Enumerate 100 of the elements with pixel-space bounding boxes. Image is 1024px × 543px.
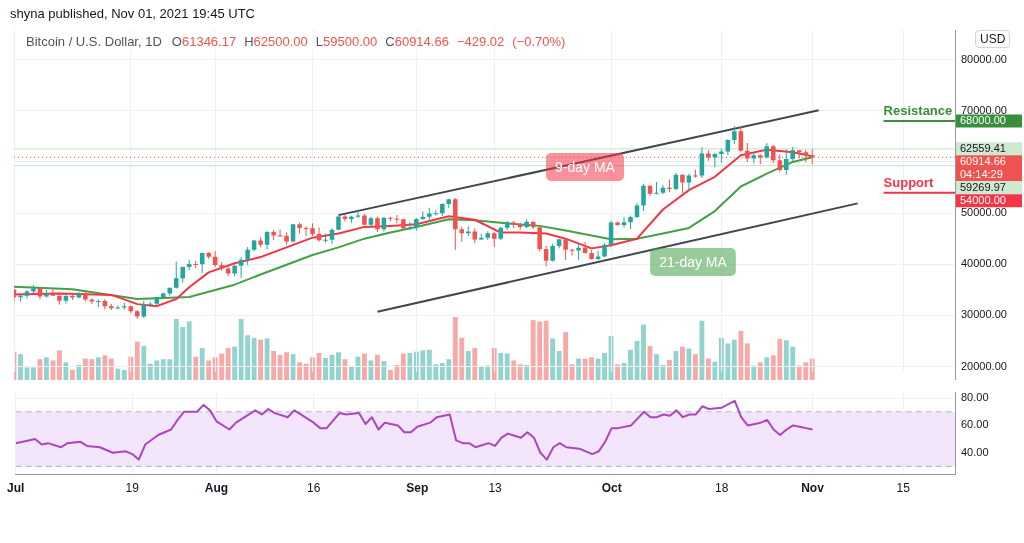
bar — [108, 358, 114, 380]
bar — [641, 324, 646, 380]
bar — [336, 352, 341, 380]
x-tick-label: Aug — [204, 481, 229, 496]
candlestick — [738, 125, 744, 153]
bar — [381, 361, 387, 380]
bar — [751, 365, 757, 380]
bar — [615, 364, 620, 380]
bar — [95, 357, 101, 380]
bar — [232, 346, 238, 380]
bar — [563, 332, 569, 380]
bar — [134, 341, 140, 380]
bar — [76, 364, 82, 380]
text: O61346.17 H62500.00 L59500.00 C60914.66 −429.02 (−0.70%) — [171, 34, 566, 49]
bar — [297, 362, 302, 380]
bar — [511, 360, 517, 380]
x-tick-label: 13 — [488, 481, 503, 496]
bar — [121, 369, 127, 380]
candlestick — [537, 226, 542, 252]
bar — [472, 347, 478, 380]
bar — [543, 320, 549, 380]
candlestick — [264, 230, 270, 251]
x-tick-label: Nov — [801, 481, 825, 496]
bar — [368, 360, 374, 380]
ref-line-label: 68000.00 — [960, 114, 1006, 127]
text: 04:14:29 — [960, 167, 1003, 180]
bar — [258, 339, 264, 380]
candlestick — [50, 288, 56, 297]
candlestick — [63, 293, 69, 305]
text: shyna published, Nov 01, 2021 19:45 UTC — [10, 6, 255, 21]
bar — [44, 357, 49, 380]
chart-title: Bitcoin / U.S. Dollar, 1D — [26, 34, 162, 49]
y-tick-label: 80.00 — [961, 391, 989, 404]
bar — [686, 348, 692, 380]
bar — [400, 353, 406, 380]
annotation: 21-day MA — [659, 253, 728, 270]
bar — [667, 359, 672, 380]
annotation: 9-day MA — [555, 158, 616, 175]
x-tick-label: Jul — [7, 481, 25, 496]
bar — [63, 362, 69, 380]
bar — [115, 368, 121, 380]
bar — [550, 338, 556, 380]
bar — [757, 362, 763, 380]
bar — [556, 351, 562, 380]
annotation: Support — [883, 174, 935, 190]
x-tick-label: 18 — [715, 481, 729, 496]
bar — [362, 353, 367, 380]
ref-line-label: 62559.41 — [960, 141, 1006, 154]
y-tick-label: 30000.00 — [961, 308, 1007, 321]
bar — [264, 338, 270, 380]
bar — [498, 352, 504, 380]
candlestick — [680, 173, 685, 194]
bar — [271, 351, 277, 380]
bar — [692, 354, 698, 380]
bar — [654, 354, 659, 380]
bar — [141, 345, 147, 380]
bar — [199, 347, 205, 380]
bar — [31, 367, 36, 380]
bar — [465, 351, 471, 380]
candlestick — [641, 183, 646, 212]
y-tick-label: 20000.00 — [961, 359, 1007, 372]
ref-line-label: 54000.00 — [960, 193, 1006, 206]
bar — [576, 358, 582, 380]
candlestick — [699, 146, 705, 179]
bar — [524, 364, 530, 380]
candlestick — [621, 216, 627, 229]
bar — [193, 356, 199, 380]
bar — [374, 354, 380, 380]
y-tick-label: 40.00 — [961, 445, 989, 458]
bar — [225, 347, 231, 380]
bar — [680, 346, 685, 380]
annotation: Resistance — [883, 103, 953, 119]
bar — [18, 354, 23, 380]
bar — [349, 366, 354, 380]
bar — [251, 337, 257, 380]
bar — [56, 350, 62, 380]
bar — [712, 361, 718, 380]
candlestick — [543, 245, 549, 267]
bar — [407, 352, 413, 380]
bar — [731, 339, 737, 380]
y-tick-label: 70000.00 — [961, 103, 1007, 116]
bar — [569, 364, 575, 380]
bar — [628, 349, 633, 380]
bar — [206, 360, 212, 380]
y-tick-label: 50000.00 — [961, 206, 1007, 219]
bar — [699, 320, 705, 380]
ref-line-label: 59269.97 — [960, 180, 1006, 193]
y-tick-label: 60.00 — [961, 418, 989, 431]
y-tick-label: 80000.00 — [961, 52, 1007, 65]
bar — [517, 364, 523, 380]
y-axis-title: USD — [975, 30, 1011, 48]
x-tick-label: 19 — [125, 481, 140, 496]
bar — [764, 357, 770, 380]
bar — [102, 355, 108, 380]
x-tick-label: Oct — [601, 481, 622, 496]
x-tick-label: 15 — [896, 481, 911, 496]
ref-line-label: 60914.66 — [960, 154, 1006, 167]
candlestick — [173, 260, 179, 290]
bar — [186, 321, 192, 380]
bar — [738, 330, 744, 380]
